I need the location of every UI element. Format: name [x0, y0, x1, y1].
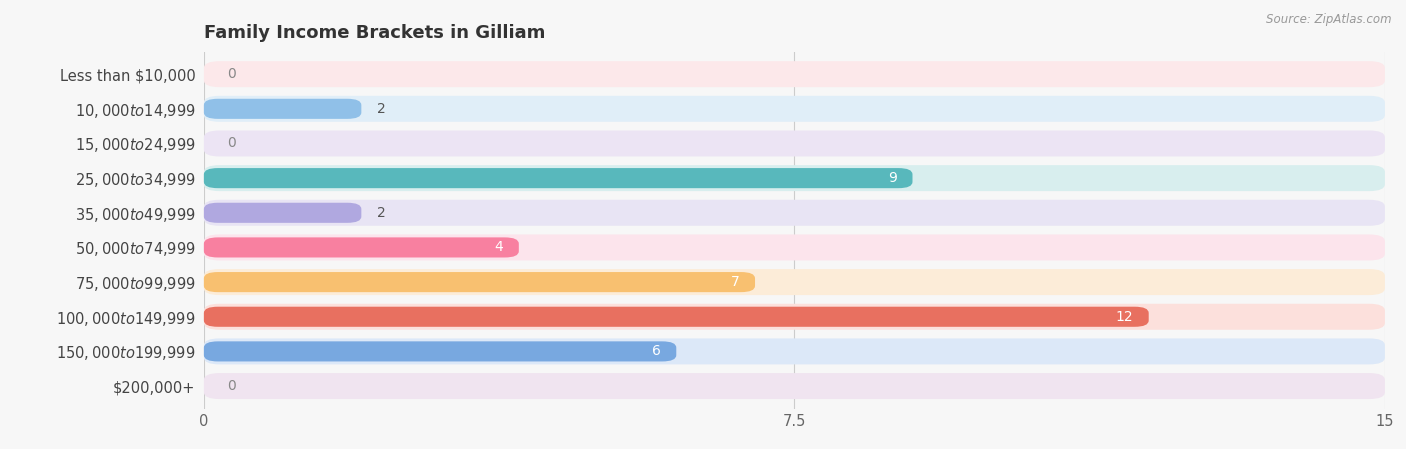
Text: 2: 2	[377, 102, 385, 116]
FancyBboxPatch shape	[204, 341, 676, 361]
Text: 4: 4	[495, 241, 503, 255]
FancyBboxPatch shape	[204, 61, 1385, 87]
Text: Source: ZipAtlas.com: Source: ZipAtlas.com	[1267, 13, 1392, 26]
FancyBboxPatch shape	[204, 200, 1385, 226]
FancyBboxPatch shape	[204, 234, 1385, 260]
Text: 2: 2	[377, 206, 385, 220]
Text: Family Income Brackets in Gilliam: Family Income Brackets in Gilliam	[204, 24, 546, 42]
Text: 9: 9	[887, 171, 897, 185]
Text: 0: 0	[228, 379, 236, 393]
FancyBboxPatch shape	[204, 269, 1385, 295]
FancyBboxPatch shape	[204, 203, 361, 223]
FancyBboxPatch shape	[204, 168, 912, 188]
FancyBboxPatch shape	[204, 339, 1385, 365]
FancyBboxPatch shape	[204, 373, 1385, 399]
FancyBboxPatch shape	[204, 238, 519, 257]
FancyBboxPatch shape	[204, 99, 361, 119]
Text: 7: 7	[731, 275, 740, 289]
FancyBboxPatch shape	[204, 307, 1149, 327]
FancyBboxPatch shape	[204, 304, 1385, 330]
FancyBboxPatch shape	[204, 272, 755, 292]
FancyBboxPatch shape	[204, 165, 1385, 191]
Text: 6: 6	[651, 344, 661, 358]
Text: 12: 12	[1115, 310, 1133, 324]
FancyBboxPatch shape	[204, 131, 1385, 156]
Text: 0: 0	[228, 67, 236, 81]
FancyBboxPatch shape	[204, 96, 1385, 122]
Text: 0: 0	[228, 136, 236, 150]
